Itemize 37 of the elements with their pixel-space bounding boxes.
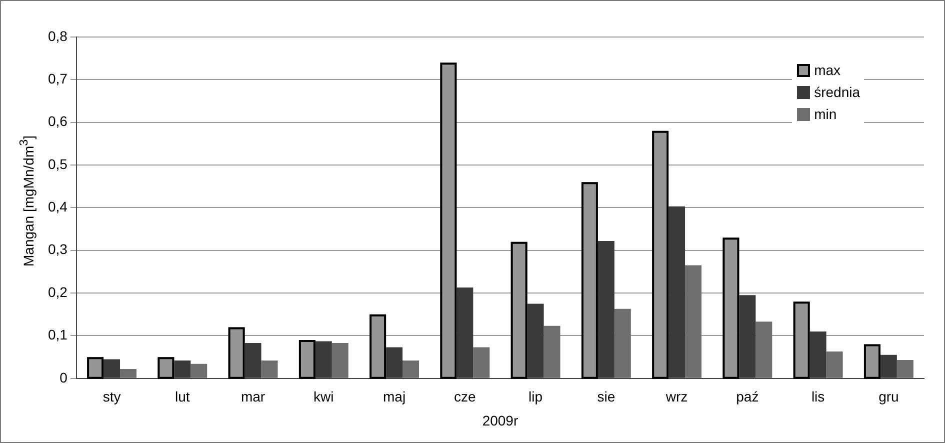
- bar: [473, 347, 490, 378]
- x-tick-label: maj: [383, 388, 406, 405]
- x-tick-label: wrz: [664, 388, 688, 405]
- y-tick-label: 0,4: [48, 198, 68, 215]
- bar: [896, 360, 914, 378]
- x-tick-label: sty: [102, 388, 121, 405]
- y-tick-label: 0,3: [48, 241, 68, 258]
- bar: [685, 265, 702, 378]
- x-axis-title: 2009r: [482, 412, 518, 428]
- x-tick-label: lis: [811, 388, 825, 405]
- x-tick-label: cze: [454, 388, 476, 405]
- legend-label: średnia: [814, 83, 860, 102]
- bar: [261, 360, 278, 378]
- bar: [190, 364, 208, 378]
- bar: [120, 369, 136, 378]
- y-tick-label: 0,6: [48, 113, 68, 130]
- y-tick-label: 0,5: [48, 156, 68, 172]
- bar: [332, 342, 348, 378]
- bar: [402, 360, 420, 378]
- y-tick-label: 0,2: [48, 284, 68, 300]
- x-tick-label: lut: [175, 388, 190, 405]
- y-tick-label: 0: [60, 369, 68, 386]
- x-tick-label: mar: [240, 388, 266, 405]
- x-tick-label: kwi: [314, 388, 334, 405]
- legend-label: max: [814, 61, 841, 80]
- x-tick-label: paź: [736, 388, 759, 405]
- bar: [544, 326, 560, 378]
- legend-label: min: [814, 105, 837, 124]
- x-tick-label: sie: [597, 388, 616, 405]
- y-tick-label: 0,8: [48, 28, 68, 44]
- x-tick-label: gru: [878, 388, 899, 405]
- y-tick-label: 0,1: [48, 326, 68, 343]
- x-tick-label: lip: [528, 388, 543, 405]
- y-tick-label: 0,7: [48, 70, 68, 87]
- bar: [826, 352, 843, 378]
- bar: [756, 322, 772, 378]
- bar: [614, 308, 631, 378]
